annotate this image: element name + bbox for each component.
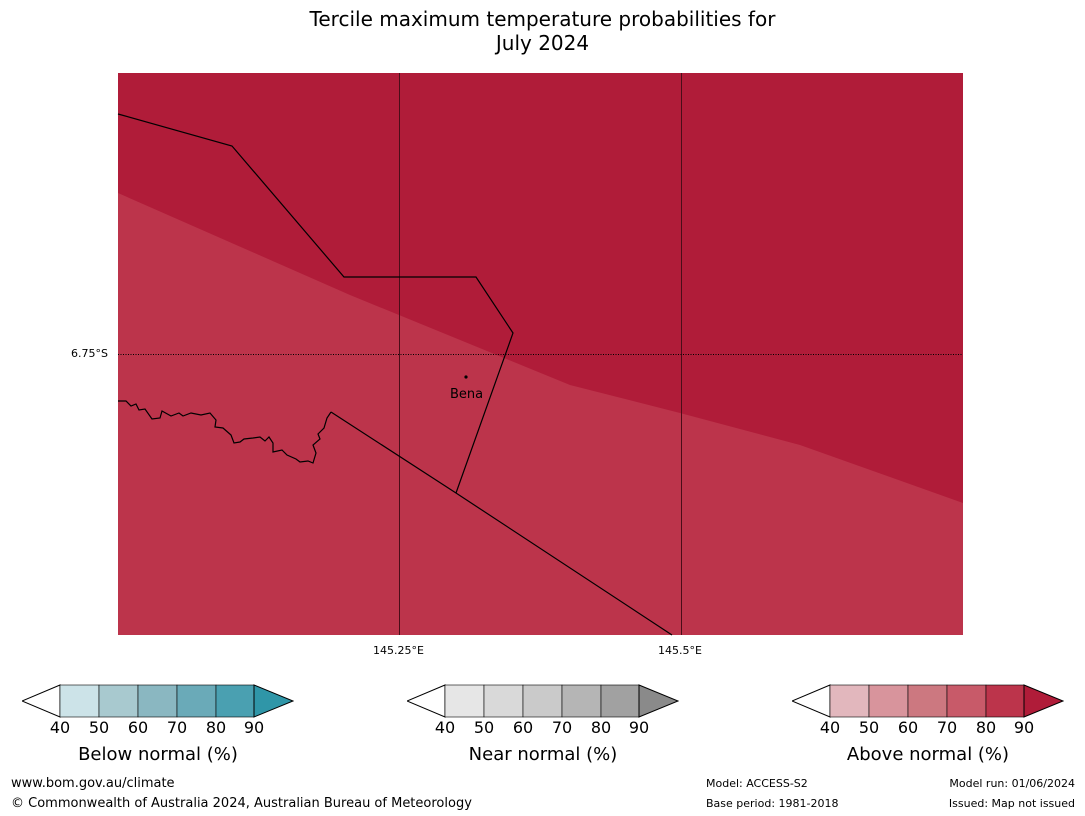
province-boundary-north: [117, 113, 514, 494]
near-bin-40-50: [444, 684, 485, 718]
tick: 50: [473, 718, 495, 737]
above-bin-70-80: [946, 684, 987, 718]
tick: 40: [434, 718, 456, 737]
tick: 60: [512, 718, 534, 737]
near-bin-60-70: [522, 684, 563, 718]
near-high-arrow: [638, 684, 679, 718]
tick: 90: [628, 718, 650, 737]
map-title-line1: Tercile maximum temperature probabilitie…: [309, 7, 776, 31]
tick: 80: [590, 718, 612, 737]
footer-model-run: Model run: 01/06/2024: [949, 777, 1075, 790]
town-label: Bena: [450, 387, 484, 402]
map-title-line2: July 2024: [495, 31, 590, 55]
tick: 70: [551, 718, 573, 737]
below-low-arrow: [22, 684, 61, 718]
near-bin-70-80: [561, 684, 602, 718]
tick: 50: [858, 718, 880, 737]
near-low-arrow: [407, 684, 446, 718]
footer-model: Model: ACCESS-S2: [706, 777, 808, 790]
lon-label-145-25: 145.25°E: [373, 644, 424, 657]
river-line: [118, 400, 332, 464]
town-marker: [464, 375, 468, 379]
tick: 50: [88, 718, 110, 737]
lon-label-145-5: 145.5°E: [658, 644, 702, 657]
footer-url: www.bom.gov.au/climate: [11, 776, 175, 791]
below-bin-50-60: [98, 684, 139, 718]
above-bin-50-60: [868, 684, 909, 718]
above-high-arrow: [1023, 684, 1064, 718]
tick: 60: [897, 718, 919, 737]
below-bin-80-90: [215, 684, 255, 718]
below-bin-60-70: [137, 684, 178, 718]
above-90-region: [118, 73, 963, 503]
lat-label: 6.75°S: [71, 347, 108, 360]
footer-issued: Issued: Map not issued: [948, 797, 1075, 810]
near-bin-80-90: [600, 684, 640, 718]
above-low-arrow: [792, 684, 831, 718]
below-bin-70-80: [176, 684, 217, 718]
below-normal-title: Below normal (%): [78, 744, 238, 765]
near-normal-colorbar: [407, 684, 679, 718]
near-normal-title: Near normal (%): [468, 744, 618, 765]
below-normal-colorbar: [22, 684, 294, 718]
tick: 70: [936, 718, 958, 737]
province-boundary-south: [330, 411, 673, 636]
near-bin-50-60: [483, 684, 524, 718]
tick: 80: [975, 718, 997, 737]
footer-copyright: © Commonwealth of Australia 2024, Austra…: [11, 796, 472, 811]
above-bin-40-50: [829, 684, 870, 718]
above-normal-colorbar: [792, 684, 1064, 718]
tick: 70: [166, 718, 188, 737]
below-bin-40-50: [59, 684, 100, 718]
above-normal-title: Above normal (%): [846, 744, 1010, 765]
tick: 40: [49, 718, 71, 737]
tick: 90: [243, 718, 265, 737]
tick: 40: [819, 718, 841, 737]
above-bin-80-90: [985, 684, 1025, 718]
below-high-arrow: [253, 684, 294, 718]
above-bin-60-70: [907, 684, 948, 718]
tick: 80: [205, 718, 227, 737]
footer-base-period: Base period: 1981-2018: [706, 797, 839, 810]
tick: 60: [127, 718, 149, 737]
tick: 90: [1013, 718, 1035, 737]
